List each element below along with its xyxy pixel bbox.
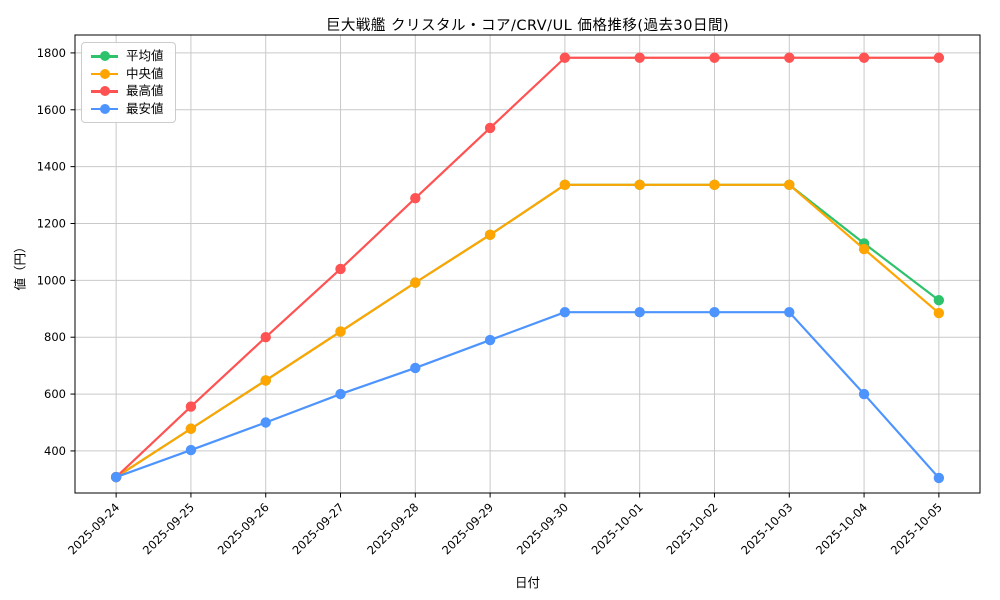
legend-marker-average-icon	[91, 51, 118, 62]
legend-marker-max-icon	[91, 86, 118, 97]
point-min-2025-09-26	[260, 417, 271, 428]
legend-item-average: 平均値	[91, 48, 164, 63]
point-median-2025-09-27	[335, 326, 346, 337]
point-max-2025-09-30	[559, 52, 571, 63]
x-tick-label-2025-10-04: 2025-10-04	[813, 500, 870, 557]
y-tick-label-1200: 1200	[37, 216, 66, 230]
legend-dot-min-icon	[99, 103, 110, 114]
point-median-2025-09-30	[559, 179, 571, 191]
x-tick-label-2025-10-03: 2025-10-03	[738, 500, 795, 557]
x-tick-label-2025-09-27: 2025-09-27	[289, 500, 346, 557]
point-max-2025-09-29	[484, 122, 496, 134]
x-tick-label-2025-09-25: 2025-09-25	[140, 500, 197, 557]
point-max-2025-09-25	[185, 401, 197, 412]
y-tick-label-1600: 1600	[37, 103, 66, 117]
point-min-2025-09-24	[110, 471, 122, 483]
x-tick-label-2025-09-26: 2025-09-26	[215, 500, 272, 557]
point-median-2025-10-05	[933, 307, 945, 319]
point-min-2025-09-28	[410, 362, 421, 374]
y-tick-label-600: 600	[44, 387, 66, 401]
series-line-median	[115, 183, 940, 479]
point-max-2025-10-05	[933, 52, 945, 63]
point-max-2025-09-27	[335, 263, 346, 275]
point-max-2025-10-03	[784, 52, 795, 63]
point-max-2025-10-02	[709, 52, 720, 63]
plot-frame	[74, 34, 981, 494]
legend-label-min: 最安値	[126, 100, 164, 116]
point-median-2025-09-25	[185, 423, 197, 434]
legend-item-min: 最安値	[91, 100, 164, 116]
legend-dot-average-icon	[99, 51, 110, 62]
y-tick-label-1400: 1400	[37, 160, 66, 174]
series-line-min	[115, 311, 940, 479]
chart-title: 巨大戦艦 クリスタル・コア/CRV/UL 価格推移(過去30日間)	[325, 18, 730, 34]
point-median-2025-10-02	[709, 179, 720, 191]
point-min-2025-10-05	[933, 472, 945, 484]
point-min-2025-10-02	[709, 306, 720, 318]
legend-marker-min-icon	[91, 103, 118, 114]
point-min-2025-10-03	[784, 306, 795, 318]
point-min-2025-09-25	[185, 444, 197, 456]
point-median-2025-10-01	[634, 179, 645, 191]
x-tick-label-2025-09-28: 2025-09-28	[364, 500, 421, 557]
y-tick-label-1000: 1000	[37, 273, 66, 287]
x-tick-label-2025-10-02: 2025-10-02	[663, 500, 720, 557]
legend-label-average: 平均値	[126, 48, 164, 63]
point-median-2025-09-29	[484, 229, 496, 241]
point-median-2025-09-28	[410, 277, 421, 288]
x-tick-label-2025-10-05: 2025-10-05	[888, 500, 945, 557]
legend-label-median: 中央値	[126, 65, 164, 81]
point-min-2025-10-04	[858, 388, 870, 400]
point-min-2025-09-29	[484, 334, 496, 346]
y-tick-label-1800: 1800	[37, 46, 66, 60]
point-median-2025-09-26	[260, 375, 271, 386]
point-median-2025-10-03	[784, 179, 795, 191]
point-max-2025-09-26	[260, 332, 271, 343]
x-tick-label-2025-10-01: 2025-10-01	[589, 500, 646, 557]
y-axis-label: 値（円）	[12, 240, 28, 291]
x-tick-label-2025-09-29: 2025-09-29	[439, 500, 496, 557]
point-average-2025-10-05	[933, 295, 945, 306]
point-min-2025-09-30	[559, 306, 571, 318]
point-min-2025-09-27	[335, 388, 346, 400]
point-min-2025-10-01	[634, 306, 645, 318]
legend-marker-median-icon	[91, 68, 118, 79]
x-tick-label-2025-09-24: 2025-09-24	[65, 500, 122, 557]
x-axis-label: 日付	[514, 575, 540, 590]
legend-label-max: 最高値	[126, 83, 164, 98]
point-max-2025-10-04	[858, 52, 870, 63]
legend-item-max: 最高値	[91, 83, 164, 98]
legend: 平均値中央値最高値最安値	[81, 42, 176, 123]
x-tick-label-2025-09-30: 2025-09-30	[514, 500, 571, 557]
legend-item-median: 中央値	[91, 65, 164, 81]
legend-dot-median-icon	[99, 68, 110, 79]
y-tick-label-400: 400	[44, 444, 66, 458]
point-max-2025-10-01	[634, 52, 645, 63]
y-tick-label-800: 800	[44, 330, 66, 344]
legend-dot-max-icon	[99, 86, 110, 97]
point-median-2025-10-04	[858, 243, 870, 255]
series-line-max	[115, 56, 939, 478]
point-max-2025-09-28	[410, 192, 421, 204]
